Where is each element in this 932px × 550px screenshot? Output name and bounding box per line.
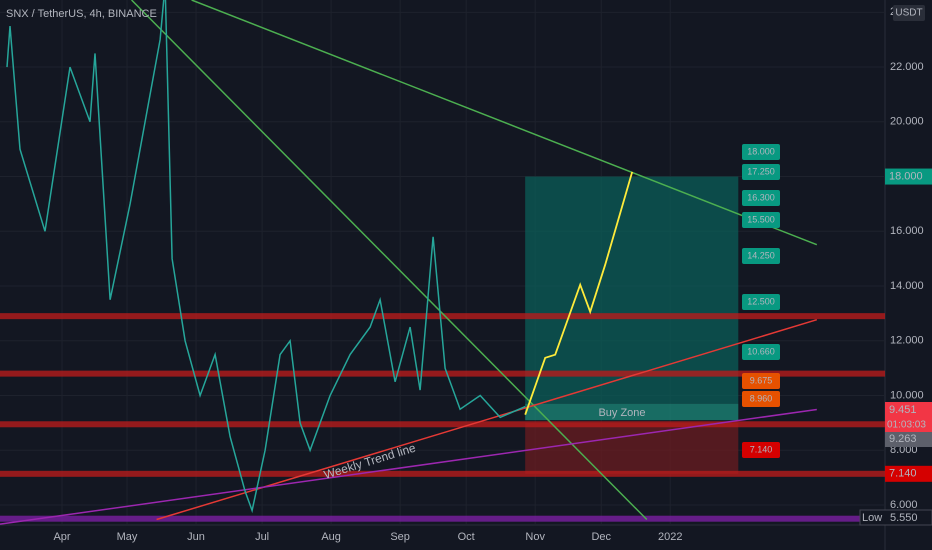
price-tag — [885, 402, 932, 418]
target-label: 9.675 — [750, 375, 773, 385]
level-band — [0, 470, 885, 477]
x-tick-label: May — [117, 531, 138, 543]
trendline — [131, 0, 648, 521]
level-band — [0, 515, 885, 522]
target-label: 16.300 — [747, 192, 775, 202]
countdown: 01:03:03 — [887, 420, 926, 431]
y-tick-label: 16.000 — [890, 225, 924, 237]
y-tick-label: 8.000 — [890, 444, 918, 456]
target-box — [742, 294, 780, 310]
chart-title: SNX / TetherUS, 4h, BINANCE — [6, 8, 157, 20]
x-tick-label: 2022 — [658, 531, 682, 543]
target-box — [742, 164, 780, 180]
target-label: 18.000 — [747, 146, 775, 156]
y-tick-label: 20.000 — [890, 116, 924, 128]
zone — [525, 176, 739, 404]
countdown-box — [885, 418, 932, 432]
level-band — [0, 370, 885, 377]
target-label: 12.500 — [747, 296, 775, 306]
level-band — [0, 313, 885, 320]
price-tag — [885, 431, 932, 447]
x-tick-label: Jun — [187, 531, 205, 543]
y-tick-label: 12.000 — [890, 335, 924, 347]
target-label: 14.250 — [747, 250, 775, 260]
trendline — [191, 0, 818, 246]
price-tag-label: 18.000 — [889, 170, 923, 182]
target-label: 7.140 — [750, 444, 773, 454]
low-label: Low — [862, 512, 882, 524]
price-line — [6, 0, 526, 514]
x-tick-label: Jul — [255, 531, 269, 543]
projection-line — [524, 171, 634, 415]
y-tick-label: 6.000 — [890, 499, 918, 511]
y-tick-label: 10.000 — [890, 389, 924, 401]
target-box — [742, 248, 780, 264]
x-tick-label: Dec — [591, 531, 611, 543]
zone — [525, 422, 739, 474]
y-tick-label: 14.000 — [890, 280, 924, 292]
annotation: Buy Zone — [598, 407, 645, 419]
target-label: 15.500 — [747, 214, 775, 224]
zone — [525, 403, 739, 421]
level-band — [0, 421, 885, 428]
price-tag-label: 7.140 — [889, 468, 917, 480]
trendline — [0, 408, 817, 525]
target-box — [742, 391, 780, 407]
x-tick-label: Aug — [321, 531, 341, 543]
x-tick-label: Oct — [458, 531, 475, 543]
target-box — [742, 190, 780, 206]
currency: USDT — [895, 8, 922, 19]
y-tick-label: 22.000 — [890, 61, 924, 73]
price-tag-label: 9.451 — [889, 404, 917, 416]
price-tag-label: 9.263 — [889, 433, 917, 445]
x-tick-label: Apr — [53, 531, 70, 543]
target-label: 17.250 — [747, 166, 775, 176]
target-label: 10.660 — [747, 346, 775, 356]
target-label: 8.960 — [750, 393, 773, 403]
price-tag — [885, 168, 932, 185]
x-tick-label: Sep — [390, 531, 410, 543]
currency-box — [893, 5, 925, 21]
low-value: 5.550 — [890, 512, 918, 524]
target-box — [742, 212, 780, 228]
target-box — [742, 144, 780, 160]
low-box — [859, 509, 932, 526]
target-box — [742, 344, 780, 360]
target-box — [742, 373, 780, 389]
target-box — [742, 442, 780, 458]
x-tick-label: Nov — [525, 531, 545, 543]
price-tag — [885, 465, 932, 482]
